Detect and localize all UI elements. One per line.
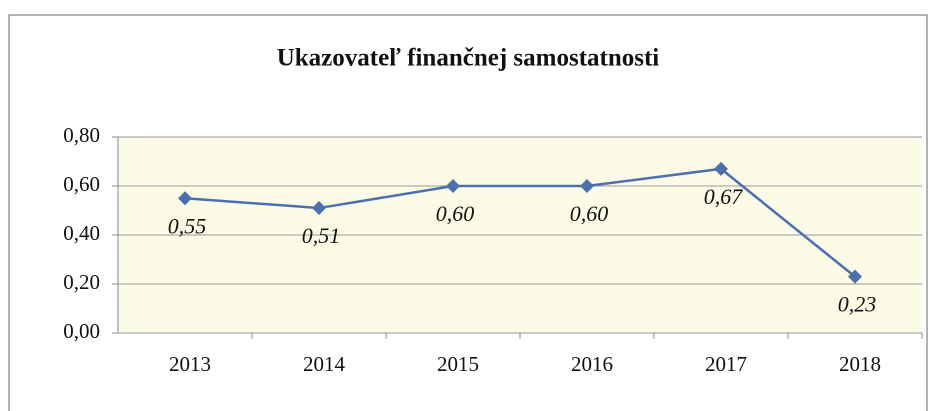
marker xyxy=(312,201,326,216)
y-tick-label: 0,60 xyxy=(63,172,100,196)
x-tick-label: 2017 xyxy=(705,352,747,376)
x-tick-label: 2018 xyxy=(839,352,881,376)
data-label: 0,60 xyxy=(570,201,609,226)
y-tick-label: 0,00 xyxy=(63,319,100,343)
data-label: 0,23 xyxy=(838,292,877,317)
data-label: 0,60 xyxy=(436,201,475,226)
x-tick-label: 2016 xyxy=(571,352,613,376)
y-tick-label: 0,20 xyxy=(63,270,100,294)
x-tick-label: 2013 xyxy=(169,352,211,376)
y-tick-label: 0,80 xyxy=(63,123,100,147)
x-tick-label: 2014 xyxy=(303,352,346,376)
marker xyxy=(848,269,862,284)
marker xyxy=(714,161,728,176)
data-label: 0,51 xyxy=(302,223,341,248)
data-label: 0,67 xyxy=(704,184,744,209)
marker xyxy=(580,179,594,193)
x-tick-label: 2015 xyxy=(437,352,479,376)
marker xyxy=(446,179,460,193)
chart-title: Ukazovateľ finančnej samostatnosti xyxy=(277,45,660,72)
series-line xyxy=(184,167,856,278)
marker xyxy=(178,191,192,206)
y-tick-label: 0,40 xyxy=(63,221,100,245)
data-label: 0,55 xyxy=(168,213,207,238)
